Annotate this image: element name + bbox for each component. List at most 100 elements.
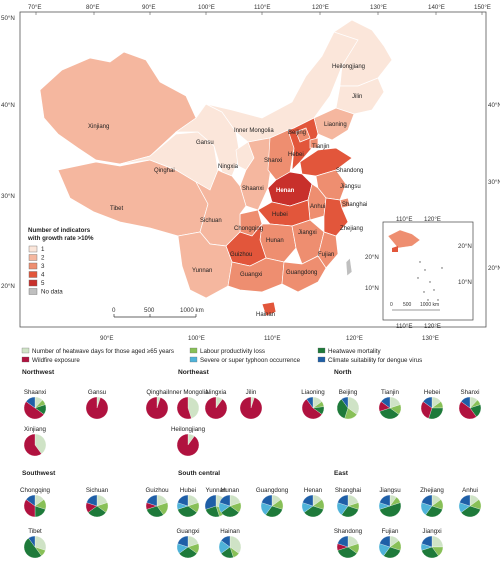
pie-label: Hubei [180, 487, 196, 494]
pie-slice-wildfire [204, 396, 228, 420]
pie-legend-label: Severe or super typhoon occurrence [200, 357, 301, 364]
inset-top-120: 120°E [424, 216, 441, 223]
label-fujian: Fujian [318, 252, 334, 258]
label-guangxi: Guangxi [240, 272, 262, 278]
pie-slice-wildfire [458, 401, 477, 420]
pie-label: Inner Mongolia [168, 389, 209, 396]
map-legend-items: 1 23 45 No data [28, 245, 63, 296]
pie-label: Beijing [339, 389, 358, 396]
region-title: Northwest [22, 369, 55, 376]
pie-legend: Number of heatwave days for those aged ≥… [21, 347, 422, 364]
lat-tick-left: 40°N [1, 102, 15, 109]
lat-tick-left: 20°N [1, 283, 15, 290]
pie [336, 535, 360, 559]
label-tianjin: Tianjin [312, 144, 329, 150]
label-tibet: Tibet [110, 206, 123, 212]
lon-tick-top: 140°E [428, 4, 445, 11]
inset-map: 110°E 120°E 110°E 120°E 20°N 10°N 20°N 1… [365, 216, 474, 330]
inset-left-20: 20°N [365, 254, 379, 261]
label-xinjiang: Xinjiang [88, 124, 109, 130]
map-legend-swatch [28, 279, 38, 287]
pie-slice-heatwave-days [431, 535, 444, 548]
map-legend-label: No data [41, 289, 63, 296]
pie-slice-heatwave-mortality [303, 505, 324, 518]
pie-label: Henan [304, 487, 323, 494]
pie-slice-wildfire [176, 396, 192, 420]
pie-slice-dengue [460, 396, 471, 409]
pie-slice-dengue [220, 535, 231, 548]
pie-label: Shaanxi [24, 389, 46, 396]
pie-legend-swatch [189, 356, 198, 363]
bottom-longitude-ticks: 90°E 100°E 110°E 120°E 130°E [100, 335, 439, 342]
lon-tick-top: 120°E [312, 4, 329, 11]
pie-label: Hebei [424, 389, 440, 396]
inset-right-10: 10°N [458, 279, 472, 286]
pie [336, 396, 360, 420]
lat-tick-right: 40°N [488, 102, 500, 109]
province-beijing [295, 127, 311, 143]
pie-slice-wildfire [23, 433, 42, 457]
inset-hainan [392, 246, 398, 252]
pie-label: Chongqing [20, 487, 50, 494]
pie-legend-label: Labour productivity loss [200, 348, 265, 355]
pie-slice-dengue [306, 396, 314, 409]
region-title: East [334, 470, 349, 477]
pie-slice-dengue [28, 535, 36, 548]
pie [336, 494, 360, 518]
label-sichuan: Sichuan [200, 218, 222, 224]
label-zhejiang: Zhejiang [340, 226, 363, 232]
label-jiangsu: Jiangsu [340, 184, 361, 190]
pie-label: Ningxia [206, 389, 227, 396]
pie [378, 535, 402, 559]
pie-slice-dengue [261, 494, 273, 507]
label-anhui: Anhui [310, 204, 325, 210]
scale-0: 0 [112, 307, 116, 314]
pie [176, 433, 200, 457]
pie-slice-wildfire [85, 396, 109, 420]
pie-slice-dengue [421, 494, 433, 507]
label-henan: Henan [276, 188, 295, 194]
lat-tick-right: 20°N [488, 265, 500, 272]
pie-slice-dengue [379, 494, 391, 507]
lon-tick-top: 100°E [198, 4, 215, 11]
pie-slice-dengue [459, 494, 471, 507]
label-ningxia: Ningxia [218, 164, 239, 170]
lat-tick-left: 50°N [1, 15, 15, 22]
pie [23, 535, 47, 559]
pie [23, 494, 47, 518]
pie-label: Jiangsu [379, 487, 401, 494]
map-legend-swatch [28, 288, 38, 295]
lon-tick-top: 90°E [142, 4, 155, 11]
lon-tick-bottom: 130°E [422, 335, 439, 342]
pie [23, 433, 47, 457]
lon-tick-bottom: 110°E [264, 335, 280, 342]
pie [145, 494, 169, 518]
map-legend-label: 4 [41, 272, 45, 279]
pie [458, 396, 482, 420]
pie-slice-dengue [219, 494, 231, 507]
label-hebei: Hebei [288, 152, 304, 158]
pie-slice-heatwave-mortality [23, 537, 42, 559]
map-legend-title-2: with growth rate >10% [27, 235, 94, 242]
pie-slice-wildfire [176, 433, 200, 457]
pie-slice-heatwave-days [229, 535, 242, 554]
lon-tick-top: 80°E [86, 4, 99, 11]
inset-islands [417, 261, 443, 301]
pie [301, 396, 325, 420]
pie-slice-dengue [25, 494, 36, 507]
label-beijing: Beijing [288, 130, 306, 136]
province-hainan [261, 301, 277, 317]
pie-slice-heatwave-days [347, 396, 360, 415]
pie-slice-wildfire [23, 401, 45, 420]
pie-legend-swatch [317, 347, 326, 354]
pie-slice-dengue [177, 535, 189, 548]
pie [420, 494, 444, 518]
pie-label: Shanghai [335, 487, 361, 494]
pie-slice-wildfire [239, 396, 263, 420]
inset-bottom-110: 110°E [396, 323, 412, 330]
pie [420, 396, 444, 420]
pie-slice-dengue [421, 535, 433, 548]
pie-legend-label: Wildfire exposure [32, 357, 80, 364]
pie [176, 535, 200, 559]
label-shanghai: Shanghai [342, 202, 367, 208]
